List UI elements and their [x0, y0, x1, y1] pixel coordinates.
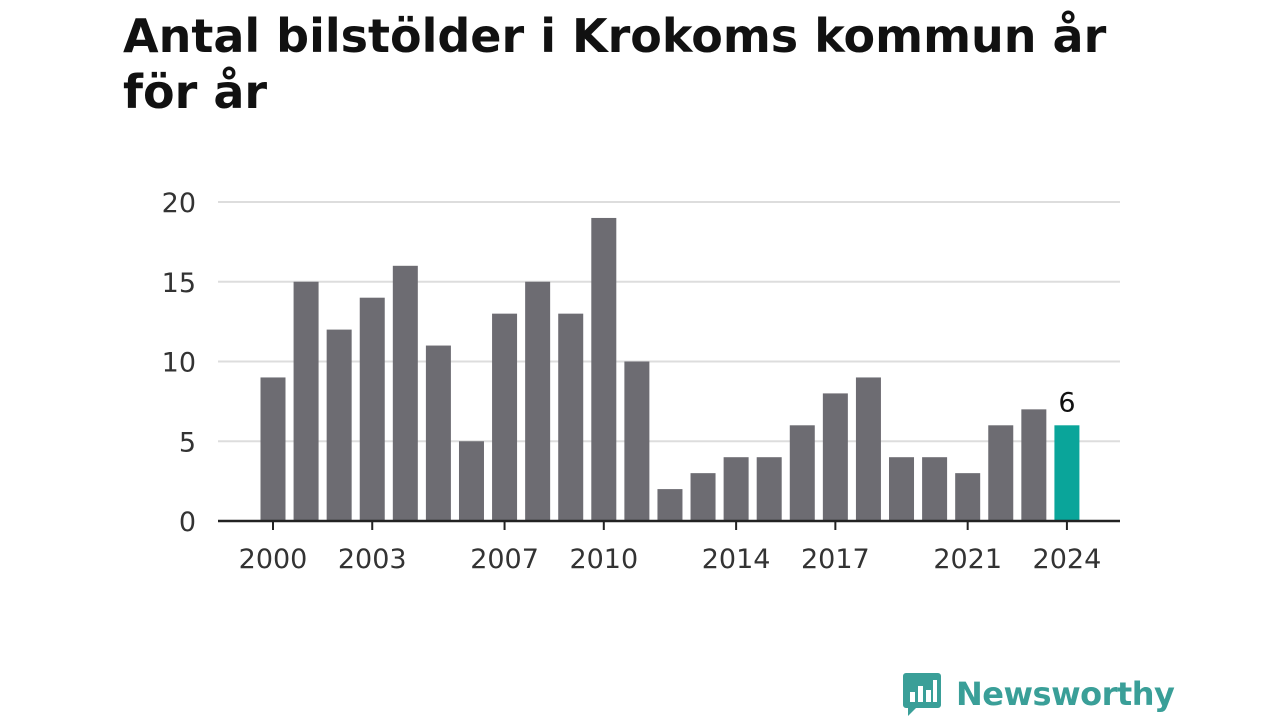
bar [624, 361, 650, 521]
bar [955, 473, 981, 521]
y-tick-label: 10 [162, 348, 196, 379]
x-tick-label: 2007 [470, 544, 539, 575]
bar [922, 457, 948, 521]
bar [260, 377, 286, 521]
bar [359, 297, 385, 521]
bar [326, 329, 352, 521]
y-tick-label: 15 [162, 268, 196, 299]
bar-chart-speech-bubble-icon [903, 673, 941, 716]
bar [1054, 425, 1080, 521]
x-tick-label: 2017 [801, 544, 870, 575]
bar [1021, 409, 1047, 521]
bar [392, 265, 418, 521]
x-tick-label: 2021 [933, 544, 1002, 575]
bar [855, 377, 881, 521]
brand-name: Newsworthy [956, 675, 1175, 713]
bar [822, 393, 848, 521]
x-tick-label: 2014 [702, 544, 771, 575]
chart-title: Antal bilstölder i Krokoms kommun år för… [123, 9, 1107, 119]
bar [690, 473, 716, 521]
bar [789, 425, 815, 521]
bar [293, 281, 319, 521]
y-tick-label: 20 [162, 188, 196, 219]
bar [756, 457, 782, 521]
data-label: 6 [1058, 387, 1075, 418]
x-tick-label: 2024 [1033, 544, 1102, 575]
x-tick-label: 2000 [239, 544, 308, 575]
y-tick-label: 5 [179, 427, 196, 458]
bar [525, 281, 551, 521]
bar [988, 425, 1014, 521]
y-tick-label: 0 [179, 507, 196, 538]
bar [458, 441, 484, 521]
bar [723, 457, 749, 521]
bar [657, 489, 683, 521]
bar [425, 345, 451, 521]
bar [492, 313, 518, 521]
newsworthy-logo: Newsworthy [902, 670, 1175, 718]
bar [889, 457, 915, 521]
bar [558, 313, 584, 521]
bar [591, 217, 617, 521]
x-tick-label: 2003 [338, 544, 407, 575]
x-tick-label: 2010 [569, 544, 638, 575]
